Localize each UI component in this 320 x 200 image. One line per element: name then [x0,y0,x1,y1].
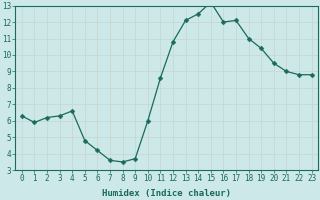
X-axis label: Humidex (Indice chaleur): Humidex (Indice chaleur) [102,189,231,198]
